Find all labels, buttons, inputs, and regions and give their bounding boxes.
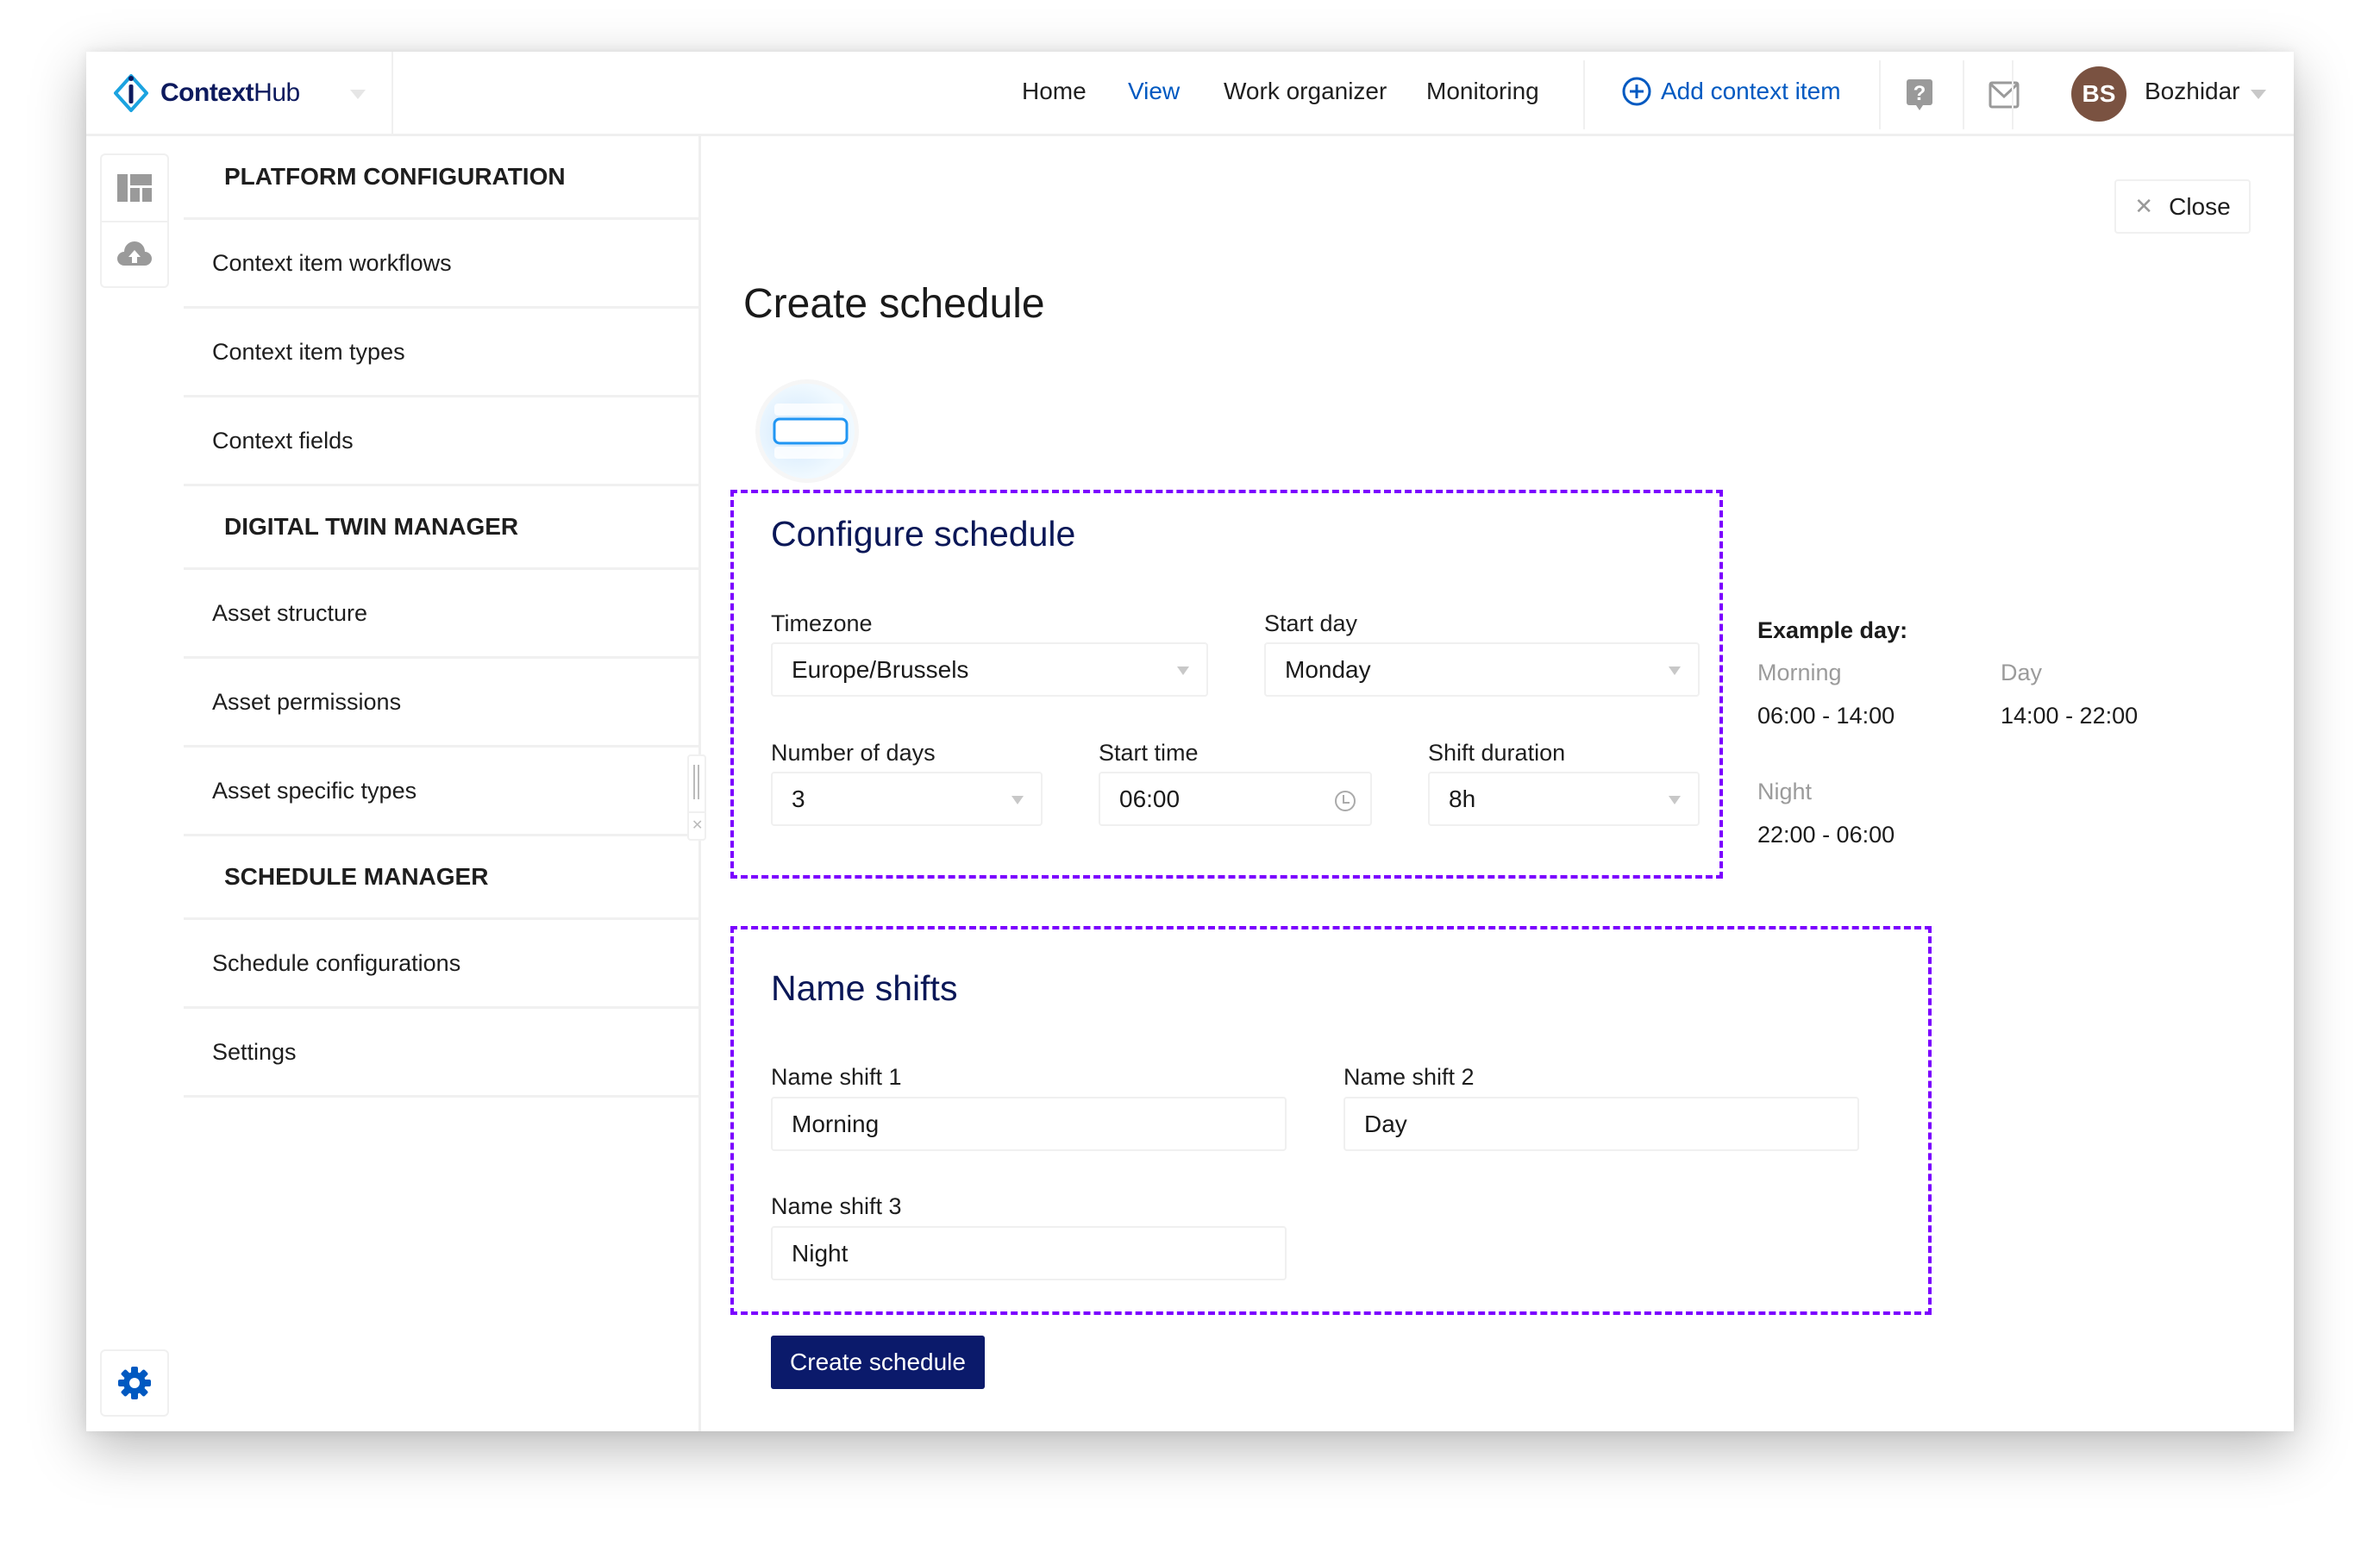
sidebar-item-asset-specific-types[interactable]: Asset specific types [184,748,698,836]
nav-monitoring[interactable]: Monitoring [1426,78,1539,104]
close-icon: ✕ [2134,193,2154,219]
collapse-close-icon[interactable]: ✕ [692,818,704,833]
page-title: Create schedule [743,281,1045,327]
sidebar-item-context-fields[interactable]: Context fields [184,397,698,486]
close-button[interactable]: ✕ Close [2114,179,2251,234]
sidebar: PLATFORM CONFIGURATION Context item work… [184,136,701,1431]
nav-work-organizer[interactable]: Work organizer [1224,78,1387,104]
sidebar-resize-handle[interactable]: ✕ [687,754,706,841]
name-shift-3-input[interactable]: Night [771,1226,1287,1280]
name-shift-2-input[interactable]: Day [1343,1097,1859,1151]
name-shifts-section [730,926,1932,1315]
timezone-label: Timezone [771,610,873,636]
sidebar-item-context-item-types[interactable]: Context item types [184,309,698,397]
user-menu-caret-icon[interactable] [2251,90,2266,99]
icon-rail [100,153,169,288]
clock-icon[interactable] [1334,790,1356,812]
mail-icon[interactable] [1989,81,2020,109]
sidebar-section-digital-twin-manager: DIGITAL TWIN MANAGER [184,486,698,570]
sidebar-item-context-item-workflows[interactable]: Context item workflows [184,220,698,309]
sidebar-section-platform-configuration: PLATFORM CONFIGURATION [184,136,698,220]
chevron-down-icon [1177,666,1189,675]
chevron-down-icon [1669,666,1681,675]
example-shift-name: Day [2001,660,2043,685]
avatar[interactable]: BS [2071,66,2126,122]
name-shifts-heading: Name shifts [771,968,958,1008]
configure-schedule-heading: Configure schedule [771,514,1076,554]
number-of-days-select[interactable]: 3 [771,772,1043,826]
app-name: ContextHub [160,78,300,107]
top-header: ContextHub Home View Work organizer Moni… [86,52,2294,136]
dashboard-layout-icon[interactable] [102,155,167,221]
sidebar-item-asset-permissions[interactable]: Asset permissions [184,659,698,748]
name-shift-1-input[interactable]: Morning [771,1097,1287,1151]
nav-home[interactable]: Home [1022,78,1087,104]
app-window: ContextHub Home View Work organizer Moni… [86,52,2294,1431]
start-time-label: Start time [1099,740,1199,766]
app-switcher-caret-icon[interactable] [350,90,366,99]
name-shift-1-label: Name shift 1 [771,1064,902,1090]
start-day-select[interactable]: Monday [1264,642,1700,697]
example-shift-range: 14:00 - 22:00 [2001,703,2139,729]
sidebar-item-settings[interactable]: Settings [184,1009,698,1098]
user-menu[interactable]: Bozhidar [2145,78,2240,104]
name-shift-3-label: Name shift 3 [771,1193,902,1219]
example-shift-name: Morning [1757,660,1842,685]
number-of-days-label: Number of days [771,740,936,766]
help-icon[interactable]: ? [1905,78,1934,112]
chevron-down-icon [1012,796,1024,804]
chevron-down-icon [1669,796,1681,804]
configure-schedule-section [730,490,1723,879]
shift-duration-select[interactable]: 8h [1428,772,1700,826]
shift-duration-label: Shift duration [1428,740,1566,766]
contexthub-logo-icon [114,74,148,112]
cloud-upload-icon[interactable] [102,221,167,286]
sidebar-item-schedule-configurations[interactable]: Schedule configurations [184,920,698,1009]
create-schedule-button[interactable]: Create schedule [771,1336,985,1389]
name-shift-2-label: Name shift 2 [1343,1064,1475,1090]
sidebar-item-asset-structure[interactable]: Asset structure [184,570,698,659]
nav-view[interactable]: View [1128,78,1181,104]
example-day-title: Example day: [1757,617,1908,643]
logo[interactable]: ContextHub [112,72,300,114]
plus-circle-icon [1622,77,1651,106]
add-context-item-button[interactable]: Add context item [1621,76,1841,107]
sidebar-section-schedule-manager: SCHEDULE MANAGER [184,836,698,920]
start-day-label: Start day [1264,610,1358,636]
schedule-illustration-icon [755,379,859,483]
svg-text:?: ? [1913,82,1926,105]
start-time-input[interactable]: 06:00 [1099,772,1372,826]
settings-gear-icon[interactable] [100,1349,169,1417]
example-shift-range: 22:00 - 06:00 [1757,822,1895,848]
example-shift-range: 06:00 - 14:00 [1757,703,1895,729]
timezone-select[interactable]: Europe/Brussels [771,642,1208,697]
example-shift-name: Night [1757,779,1813,804]
